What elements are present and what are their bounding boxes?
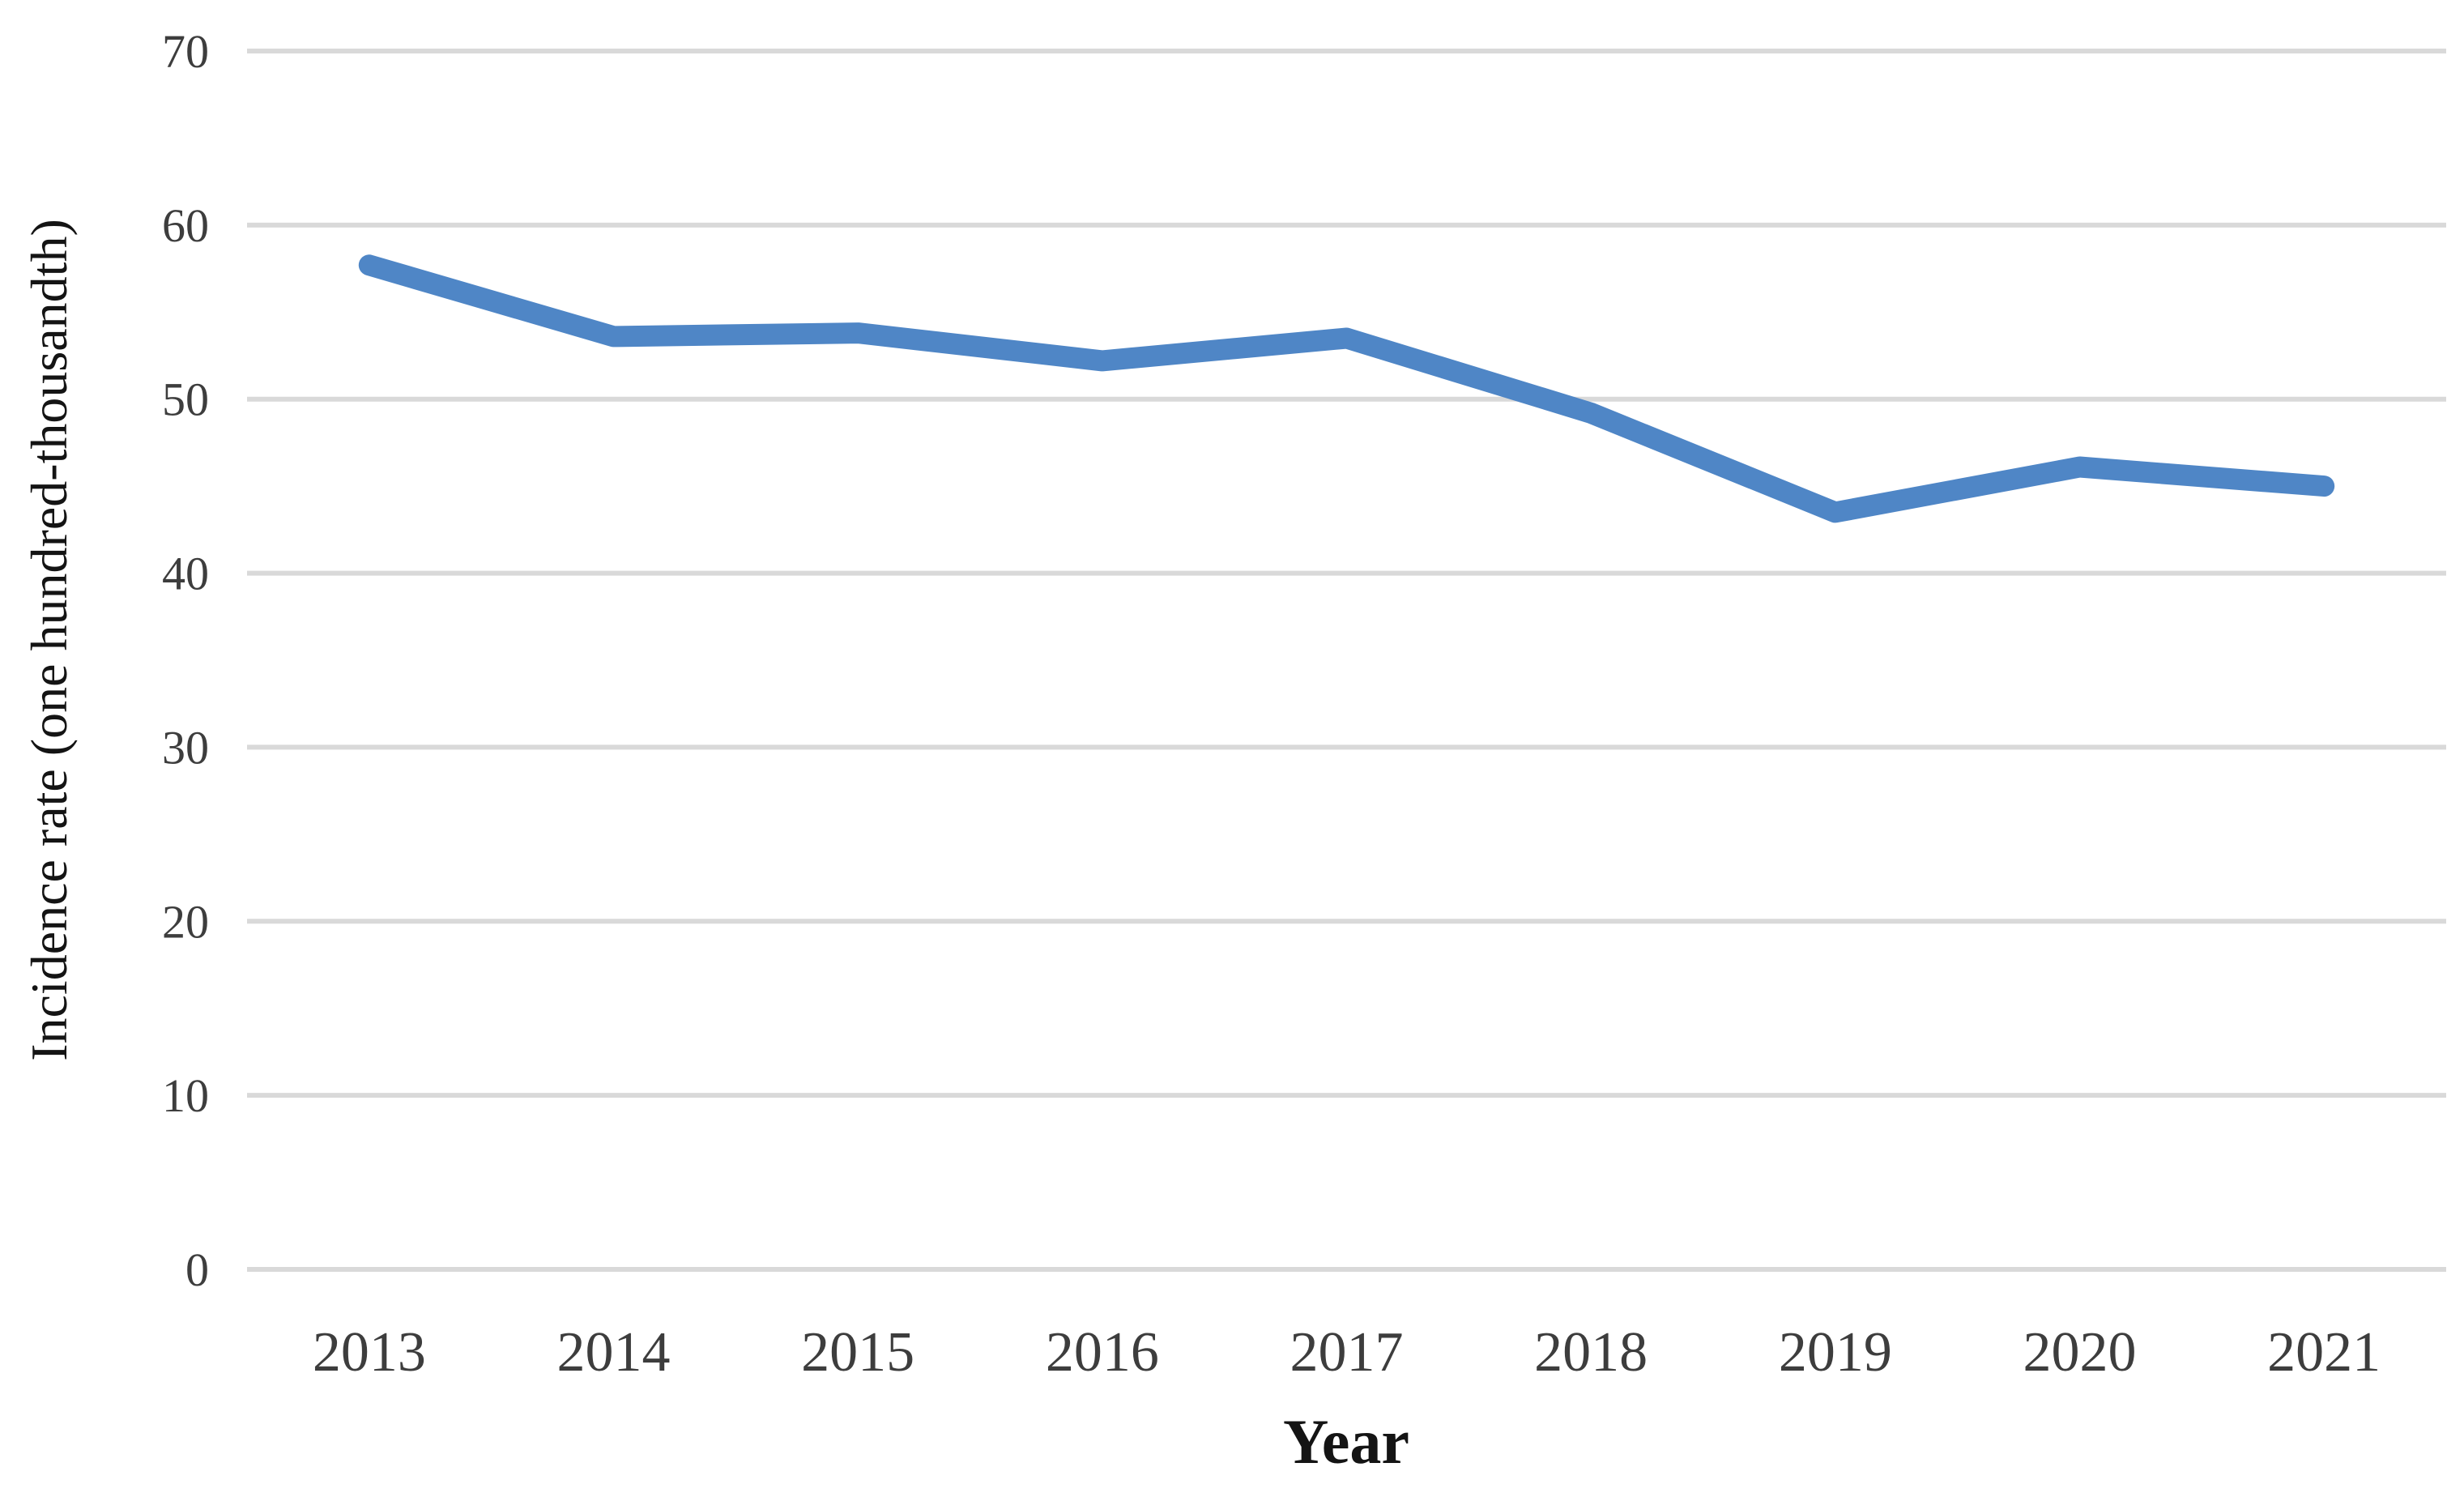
x-tick-label: 2018 (1534, 1321, 1648, 1384)
data-series-group (358, 254, 2335, 523)
y-tick-label: 70 (162, 25, 209, 78)
y-tick-label: 60 (162, 199, 209, 252)
y-tick-label: 50 (162, 373, 209, 426)
y-tick-label: 30 (162, 721, 209, 774)
x-tick-label: 2015 (801, 1321, 914, 1384)
x-axis-title: Year (1283, 1406, 1409, 1477)
y-tick-label: 0 (185, 1243, 209, 1296)
x-tick-label: 2017 (1290, 1321, 1404, 1384)
x-tick-label: 2020 (2023, 1321, 2137, 1384)
y-tick-label: 40 (162, 548, 209, 600)
x-tick-label: 2016 (1046, 1321, 1159, 1384)
x-tick-label: 2021 (2267, 1321, 2381, 1384)
x-axis-tick-labels: 2013 2014 2015 2016 2017 2018 2019 2020 2021 (313, 1321, 2381, 1384)
x-tick-label: 2014 (557, 1321, 671, 1384)
y-tick-label: 20 (162, 895, 209, 948)
y-axis-tick-labels: 0 10 20 30 40 50 60 70 (162, 25, 209, 1296)
y-axis-title: Incidence rate (one hundred-thousandth) (20, 219, 78, 1061)
data-line-incidence-rate (358, 254, 2335, 523)
x-tick-label: 2019 (1779, 1321, 1892, 1384)
x-tick-label: 2013 (313, 1321, 426, 1384)
y-tick-label: 10 (162, 1069, 209, 1122)
gridlines-group (247, 49, 2446, 1272)
